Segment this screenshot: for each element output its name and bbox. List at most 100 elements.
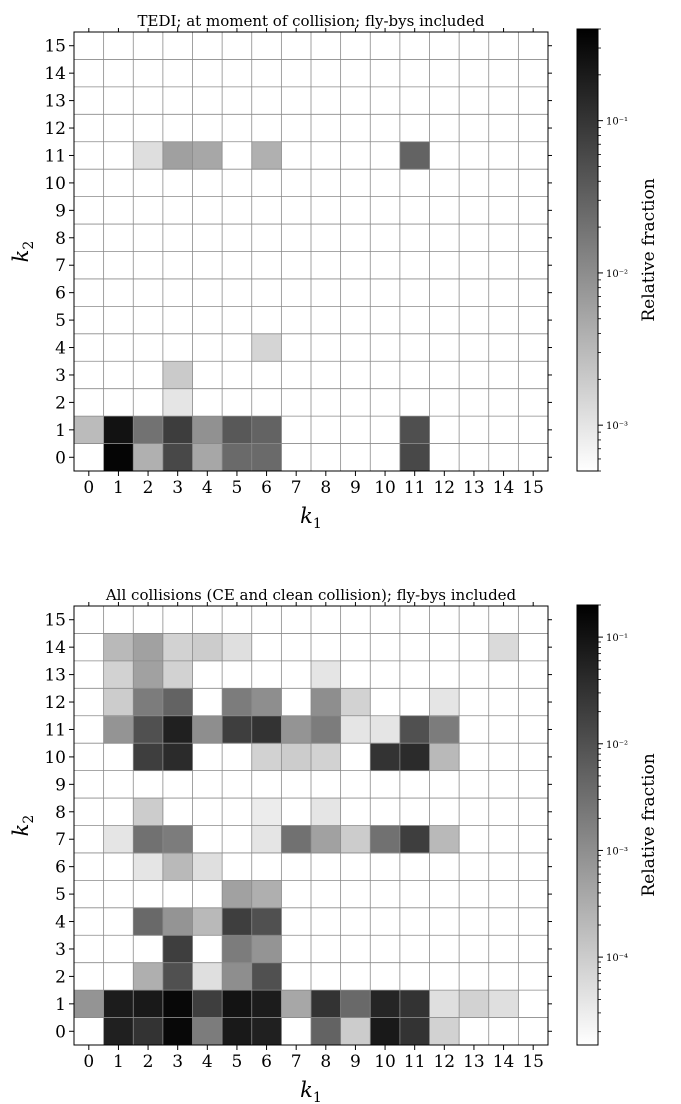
heatmap-cell-k1-5-k2-3 xyxy=(222,935,253,964)
heatmap-cell-k1-12-k2-12 xyxy=(429,688,460,717)
y-tick-label: 9 xyxy=(55,775,66,795)
heatmap-cell-k1-3-k2-6 xyxy=(162,852,193,881)
heatmap-cell-k1-6-k2-4 xyxy=(251,907,282,936)
heatmap-cell-k1-5-k2-2 xyxy=(222,962,253,991)
heatmap-cell-k1-2-k2-2 xyxy=(133,962,164,991)
heatmap-cell-k1-2-k2-1 xyxy=(133,416,164,444)
x-axis-label-main: k xyxy=(300,504,313,528)
heatmap-cell-k1-12-k2-0 xyxy=(429,1017,460,1046)
heatmap-cell-k1-3-k2-2 xyxy=(162,388,193,417)
heatmap-cell-k1-6-k2-2 xyxy=(251,962,282,991)
x-tick-label: 3 xyxy=(172,1052,183,1072)
heatmap-cell-k1-6-k2-4 xyxy=(251,333,282,362)
x-tick-label: 10 xyxy=(374,1052,396,1072)
y-tick-label: 7 xyxy=(55,256,66,276)
heatmap-cell-k1-8-k2-0 xyxy=(311,1017,342,1046)
y-tick-label: 15 xyxy=(44,611,66,631)
x-tick-label: 15 xyxy=(522,478,544,498)
heatmap-cell-k1-3-k2-3 xyxy=(162,935,193,964)
heatmap-cell-k1-11-k2-1 xyxy=(399,416,430,444)
heatmap-cell-k1-8-k2-12 xyxy=(311,688,342,717)
heatmap-cell-k1-4-k2-11 xyxy=(192,141,223,170)
heatmap-cell-k1-11-k2-7 xyxy=(399,825,430,854)
heatmap-cell-k1-6-k2-11 xyxy=(251,141,282,170)
y-tick-label: 6 xyxy=(55,284,66,304)
heatmap-cell-k1-1-k2-0 xyxy=(103,1017,134,1046)
heatmap-cell-k1-1-k2-0 xyxy=(103,443,134,472)
heatmap-cell-k1-3-k2-11 xyxy=(162,715,193,744)
heatmap-cell-k1-5-k2-11 xyxy=(222,715,253,744)
heatmap-cell-k1-3-k2-3 xyxy=(162,361,193,390)
x-tick-label: 15 xyxy=(522,1052,544,1072)
heatmap-cell-k1-10-k2-1 xyxy=(370,990,401,1018)
y-tick-label: 0 xyxy=(55,1022,66,1042)
heatmap-cell-k1-3-k2-7 xyxy=(162,825,193,854)
heatmap-cell-k1-4-k2-0 xyxy=(192,1017,223,1046)
heatmap-cell-k1-11-k2-0 xyxy=(399,1017,430,1046)
plot-frame xyxy=(73,31,549,472)
x-tick-label: 14 xyxy=(493,478,515,498)
heatmap-cell-k1-8-k2-11 xyxy=(311,715,342,744)
x-tick-label: 2 xyxy=(143,1052,154,1072)
y-tick-label: 11 xyxy=(44,146,66,166)
y-tick-label: 0 xyxy=(55,448,66,468)
x-tick-label: 9 xyxy=(350,478,361,498)
heatmap-cell-k1-2-k2-7 xyxy=(133,825,164,854)
x-tick-label: 13 xyxy=(463,478,485,498)
y-tick-label: 13 xyxy=(44,92,66,112)
heatmap-cell-k1-9-k2-0 xyxy=(340,1017,371,1046)
heatmap-panel-2: 0 1 2 3 4 5 6 7 8 9 10 11 12 13 14 15012345678910111213… xyxy=(9,586,659,1104)
chart-title: TEDI; at moment of collision; fly-bys in… xyxy=(138,12,485,30)
heatmap-cell-k1-6-k2-1 xyxy=(251,416,282,444)
heatmap-cell-k1-11-k2-11 xyxy=(399,715,430,744)
colorbar-tick-label: 10⁻¹ xyxy=(606,633,628,644)
heatmap-cell-k1-2-k2-11 xyxy=(133,141,164,170)
x-tick-label: 0 xyxy=(83,478,94,498)
colorbar-tick-label: 10⁻³ xyxy=(606,846,628,857)
y-tick-label: 10 xyxy=(44,748,66,768)
x-tick-label: 8 xyxy=(320,478,331,498)
heatmap-cell-k1-4-k2-6 xyxy=(192,852,223,881)
heatmap-cell-k1-1-k2-13 xyxy=(103,660,134,689)
y-tick-label: 7 xyxy=(55,830,66,850)
y-tick-label: 14 xyxy=(44,638,66,658)
heatmap-cell-k1-2-k2-0 xyxy=(133,443,164,472)
y-tick-label: 11 xyxy=(44,720,66,740)
heatmap-cell-k1-7-k2-1 xyxy=(281,990,312,1018)
y-tick-label: 12 xyxy=(44,693,66,713)
heatmap-cell-k1-3-k2-14 xyxy=(162,633,193,662)
y-axis-label-subscript: 2 xyxy=(21,815,37,824)
grid-lines xyxy=(74,32,548,471)
heatmap-cell-k1-1-k2-7 xyxy=(103,825,134,854)
heatmap-cell-k1-6-k2-5 xyxy=(251,880,282,909)
heatmap-cell-k1-8-k2-1 xyxy=(311,990,342,1018)
colorbar-label: Relative fraction xyxy=(639,753,659,896)
x-tick-label: 0 xyxy=(83,1052,94,1072)
heatmap-cells xyxy=(74,141,430,472)
heatmap-cell-k1-4-k2-2 xyxy=(192,962,223,991)
heatmap-cell-k1-7-k2-7 xyxy=(281,825,312,854)
heatmap-cell-k1-3-k2-11 xyxy=(162,141,193,170)
chart-title: All collisions (CE and clean collision);… xyxy=(105,586,517,604)
heatmap-cell-k1-5-k2-12 xyxy=(222,688,253,717)
plot-frame xyxy=(73,605,549,1046)
x-tick-label: 5 xyxy=(232,1052,243,1072)
y-tick-label: 3 xyxy=(55,940,66,960)
heatmap-cell-k1-6-k2-10 xyxy=(251,743,282,772)
heatmap-cell-k1-2-k2-0 xyxy=(133,1017,164,1046)
heatmap-cell-k1-3-k2-1 xyxy=(162,416,193,444)
heatmap-cell-k1-2-k2-1 xyxy=(133,990,164,1018)
heatmap-cell-k1-3-k2-4 xyxy=(162,907,193,936)
x-axis-label-subscript: 1 xyxy=(313,516,322,532)
heatmap-cell-k1-6-k2-7 xyxy=(251,825,282,854)
heatmap-cell-k1-11-k2-11 xyxy=(399,141,430,170)
heatmap-cell-k1-2-k2-11 xyxy=(133,715,164,744)
heatmap-cell-k1-3-k2-12 xyxy=(162,688,193,717)
y-tick-label: 8 xyxy=(55,803,66,823)
heatmap-cell-k1-9-k2-7 xyxy=(340,825,371,854)
heatmap-cell-k1-12-k2-7 xyxy=(429,825,460,854)
grid-lines xyxy=(74,606,548,1045)
colorbar xyxy=(576,28,599,472)
heatmap-cell-k1-2-k2-10 xyxy=(133,743,164,772)
y-axis-label-subscript: 2 xyxy=(21,241,37,250)
